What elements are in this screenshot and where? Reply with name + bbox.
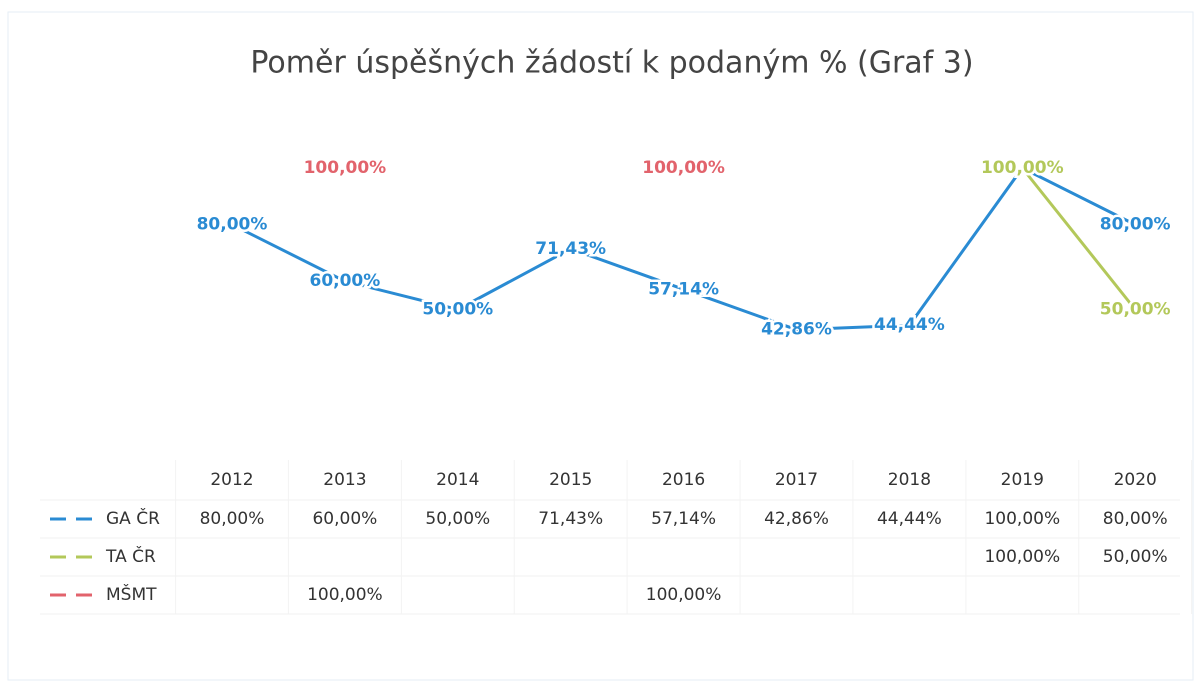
data-label: 100,00% — [981, 158, 1064, 178]
table-cell: 60,00% — [312, 509, 377, 529]
table-cell: 44,44% — [877, 509, 942, 529]
data-label: 100,00% — [981, 158, 1064, 178]
data-table: 2012 2013 2014 2015 2016 2017 2018 2019 2020 GA Č… — [40, 460, 1193, 615]
x-tick-label: 2016 — [662, 470, 705, 490]
x-tick-label: 2020 — [1114, 470, 1157, 490]
x-tick-label: 2017 — [775, 470, 818, 490]
chart-title: Poměr úspěšných žádostí k podaným % (Gra… — [250, 46, 973, 81]
legend-label: MŠMT — [106, 583, 157, 605]
table-cell: 100,00% — [984, 547, 1060, 567]
chart-frame — [7, 11, 1194, 681]
table-cell: 57,14% — [651, 509, 716, 529]
table-cell: 100,00% — [984, 509, 1060, 529]
data-label: 71,43% — [535, 239, 606, 259]
x-tick-label: 2015 — [549, 470, 592, 490]
legend-label: GA ČR — [106, 507, 160, 529]
data-label: 44,44% — [874, 315, 945, 335]
data-label: 50,00% — [1100, 300, 1171, 320]
data-label: 80,00% — [197, 215, 268, 235]
x-tick-label: 2013 — [323, 470, 366, 490]
series-line — [1021, 167, 1137, 311]
data-label: 80,00% — [1100, 215, 1171, 235]
x-tick-label: 2019 — [1001, 470, 1044, 490]
legend-label: TA ČR — [105, 545, 156, 567]
table-cell: 50,00% — [1103, 547, 1168, 567]
data-label: 100,00% — [642, 158, 725, 178]
x-tick-label: 2018 — [888, 470, 931, 490]
table-cell: 42,86% — [764, 509, 829, 529]
plot-area: 80,00% 60,00% 50,00% 71,43% 57,14% 42,86% 44,4… — [194, 156, 1173, 343]
table-cell: 100,00% — [646, 585, 722, 605]
table-cell: 80,00% — [1103, 509, 1168, 529]
table-cell: 50,00% — [425, 509, 490, 529]
x-tick-label: 2012 — [210, 470, 253, 490]
data-label: 50,00% — [422, 300, 493, 320]
table-cell: 100,00% — [307, 585, 383, 605]
data-label: 100,00% — [304, 158, 387, 178]
series-line — [231, 166, 1136, 332]
table-cell: 80,00% — [200, 509, 265, 529]
data-label: 60,00% — [309, 271, 380, 291]
data-label: 57,14% — [648, 279, 719, 299]
data-label: 42,86% — [761, 320, 832, 340]
table-cell: 71,43% — [538, 509, 603, 529]
x-tick-label: 2014 — [436, 470, 479, 490]
